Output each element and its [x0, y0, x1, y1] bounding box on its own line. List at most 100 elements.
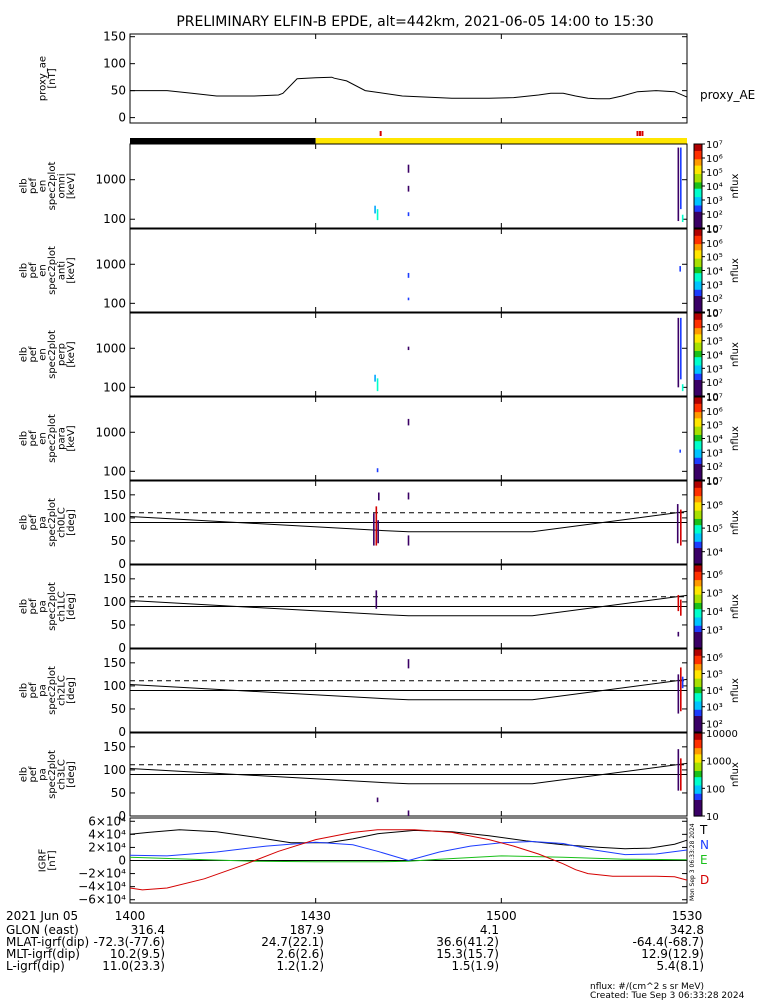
- flux-streak: [679, 449, 681, 453]
- y-tick-label: 4×10⁴: [88, 827, 126, 841]
- colorbar-cell: [694, 223, 702, 227]
- colorbar-label: nflux: [730, 510, 741, 535]
- colorbar-cell: [694, 555, 702, 559]
- colorbar-cell: [694, 383, 702, 387]
- colorbar-tick-label: 10²: [706, 378, 723, 389]
- colorbar-cell: [694, 393, 702, 397]
- colorbar-cell: [694, 782, 702, 786]
- y-tick-label: 100: [103, 296, 126, 310]
- ylabel-line: [nT]: [47, 68, 58, 88]
- legend-proxy-ae: proxy_AE: [700, 88, 755, 102]
- colorbar-cell: [694, 156, 702, 160]
- colorbar-cell: [694, 596, 702, 599]
- colorbar-tick-label: 10⁴: [706, 351, 723, 362]
- y-tick-label: 100: [103, 679, 126, 693]
- colorbar-cell: [694, 616, 702, 620]
- colorbar-cell: [694, 709, 702, 712]
- colorbar-cell: [694, 331, 702, 335]
- colorbar-cell: [694, 235, 702, 238]
- status-red-mark: [641, 131, 644, 136]
- colorbar-tick-label: 10³: [706, 280, 723, 291]
- y-tick-label: 100: [103, 57, 126, 71]
- colorbar-label: nflux: [730, 762, 741, 787]
- colorbar-label: nflux: [730, 594, 741, 619]
- colorbar-cell: [694, 733, 702, 736]
- colorbar-cell: [694, 604, 702, 608]
- colorbar-cell: [694, 541, 702, 544]
- colorbar-label: nflux: [730, 173, 741, 198]
- colorbar-cell: [694, 348, 702, 351]
- colorbar-tick-label: 10³: [706, 703, 723, 714]
- colorbar-cell: [694, 579, 702, 583]
- colorbar-cell: [694, 162, 702, 166]
- colorbar-cell: [694, 196, 702, 200]
- colorbar-cell: [694, 409, 702, 413]
- ylabel-line: spec2plot: [47, 498, 58, 547]
- colorbar-cell: [694, 249, 702, 253]
- colorbar-cell: [694, 333, 702, 337]
- colorbar-cell: [694, 280, 702, 284]
- colorbar-cell: [694, 737, 702, 740]
- colorbar-cell: [694, 585, 702, 589]
- ylabel-line: [deg]: [66, 761, 77, 788]
- ylabel-line: spec2plot: [47, 582, 58, 631]
- colorbar-cell: [694, 715, 702, 719]
- colorbar-cell: [694, 204, 702, 208]
- colorbar-tick-label: 10³: [706, 364, 723, 375]
- loss-cone-solid-line: [129, 510, 688, 533]
- colorbar-tick-label: 10⁶: [706, 501, 723, 512]
- colorbar-cell: [694, 532, 702, 536]
- colorbar-cell: [694, 631, 702, 635]
- colorbar-cell: [694, 661, 702, 665]
- colorbar-cell: [694, 694, 702, 698]
- colorbar-cell: [694, 759, 702, 763]
- colorbar-cell: [694, 811, 702, 815]
- colorbar-cell: [694, 307, 702, 311]
- colorbar-tick-label: 10⁵: [706, 588, 723, 599]
- colorbar-tick-label: 10000: [706, 729, 738, 740]
- colorbar-cell: [694, 360, 702, 364]
- ylabel-line: ch2LC: [56, 675, 67, 706]
- flux-streak: [407, 535, 410, 546]
- colorbar-cell: [694, 702, 702, 706]
- colorbar-cell: [694, 698, 702, 702]
- colorbar-cell: [694, 245, 702, 249]
- colorbar-cell: [694, 243, 702, 247]
- colorbar-label: nflux: [730, 342, 741, 367]
- y-tick-label: 1000: [95, 257, 126, 271]
- side-stamp: Mon Sep 3 06:33:28 2024: [689, 823, 696, 901]
- colorbar-cell: [694, 369, 702, 372]
- colorbar-cell: [694, 678, 702, 681]
- colorbar-tick-label: 10: [706, 476, 719, 487]
- y-tick-label: 50: [111, 786, 126, 800]
- colorbar-cell: [694, 545, 702, 548]
- colorbar-tick-label: 10²: [706, 719, 723, 730]
- loss-cone-solid-line: [129, 678, 688, 701]
- colorbar-cell: [694, 188, 702, 191]
- loss-cone-solid-line: [129, 762, 688, 785]
- colorbar-tick-label: 10⁷: [706, 393, 723, 404]
- colorbar-cell: [694, 747, 702, 751]
- igrf-line-E: [129, 855, 688, 863]
- colorbar-tick-label: 10⁷: [706, 140, 723, 151]
- ylabel-line: pef: [28, 514, 39, 531]
- flux-streak: [679, 266, 681, 272]
- colorbar-cell: [694, 770, 702, 774]
- ephemeris-value: 12.9(12.9): [641, 947, 704, 961]
- colorbar-cell: [694, 428, 702, 431]
- colorbar-cell: [694, 158, 702, 162]
- flux-streak: [373, 513, 375, 546]
- colorbar-cell: [694, 225, 702, 229]
- colorbar-cell: [694, 762, 702, 765]
- colorbar-cell: [694, 641, 702, 645]
- colorbar-cell: [694, 301, 702, 305]
- date-label: 2021 Jun 05: [6, 909, 78, 923]
- ylabel-line: proxy_ae: [37, 56, 48, 101]
- colorbar-cell: [694, 231, 702, 234]
- colorbar-cell: [694, 266, 702, 270]
- colorbar-cell: [694, 561, 702, 565]
- colorbar-cell: [694, 371, 702, 374]
- colorbar-cell: [694, 289, 702, 292]
